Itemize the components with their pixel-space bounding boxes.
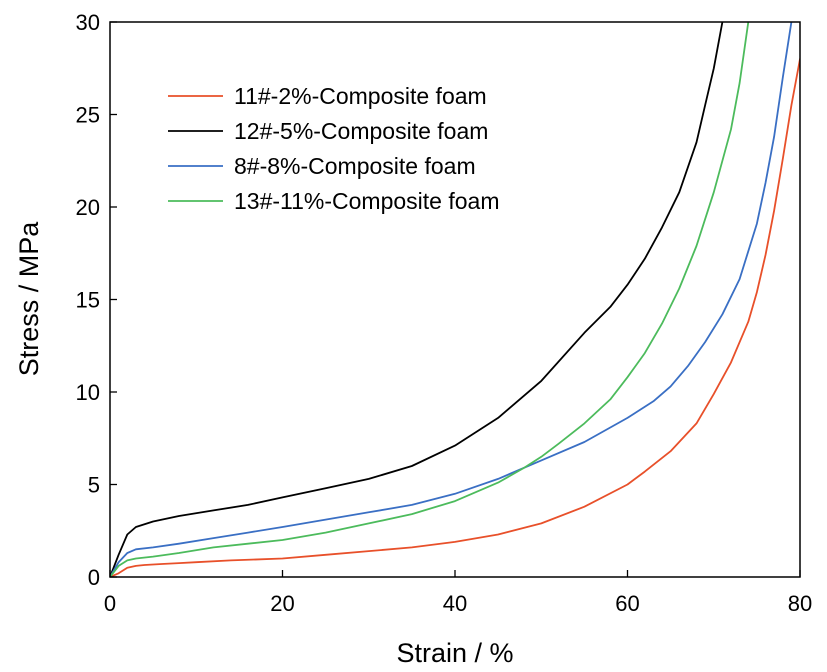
legend-label: 12#-5%-Composite foam (234, 118, 488, 144)
series-line-2 (110, 22, 724, 577)
legend: 11#-2%-Composite foam 12#-5%-Composite fo… (168, 83, 499, 214)
x-tick-label: 40 (443, 591, 467, 616)
y-axis: 0 5 10 15 20 25 30 (76, 10, 117, 590)
series-layer (110, 22, 800, 577)
x-tick-label: 60 (615, 591, 639, 616)
x-axis-title: Strain / % (396, 638, 513, 668)
y-tick-label: 0 (88, 565, 100, 590)
legend-label: 8#-8%-Composite foam (234, 153, 476, 179)
x-tick-label: 80 (788, 591, 812, 616)
legend-label: 13#-11%-Composite foam (234, 188, 499, 214)
legend-label: 11#-2%-Composite foam (234, 83, 487, 109)
x-tick-label: 20 (270, 591, 294, 616)
y-tick-label: 30 (76, 10, 100, 35)
series-line-4 (110, 22, 750, 577)
x-tick-label: 0 (104, 591, 116, 616)
series-line-1 (110, 58, 800, 577)
y-tick-label: 5 (88, 473, 100, 498)
y-tick-label: 10 (76, 380, 100, 405)
y-axis-title: Stress / MPa (14, 221, 44, 377)
y-tick-label: 20 (76, 195, 100, 220)
x-axis: 0 20 40 60 80 (104, 570, 812, 616)
y-tick-label: 25 (76, 103, 100, 128)
y-tick-label: 15 (76, 288, 100, 313)
